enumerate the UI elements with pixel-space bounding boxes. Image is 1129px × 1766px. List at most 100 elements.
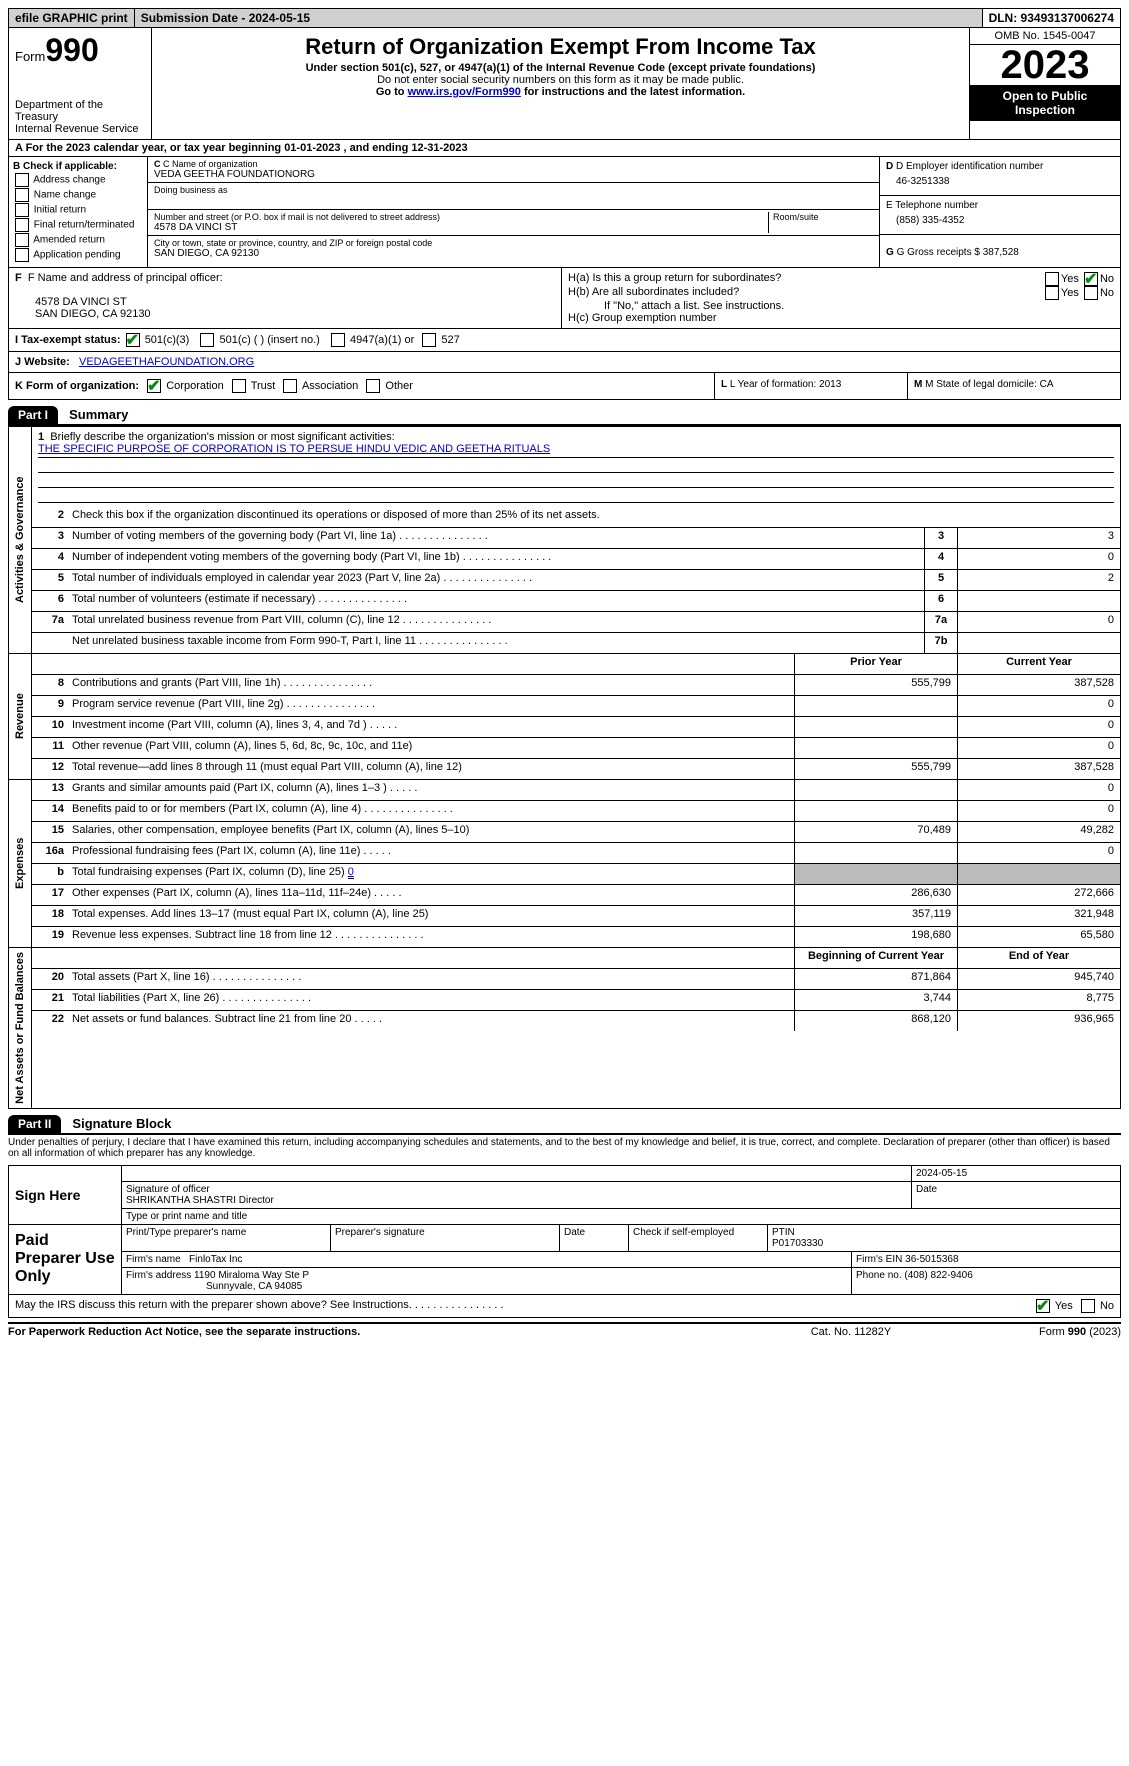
cb-assoc[interactable]	[283, 379, 297, 393]
cb-amended-return[interactable]	[15, 233, 29, 247]
l17: Other expenses (Part IX, column (A), lin…	[68, 885, 794, 905]
header-mid: Return of Organization Exempt From Incom…	[152, 28, 970, 139]
firm-lbl: Firm's name	[126, 1254, 181, 1265]
principal-officer: F F Name and address of principal office…	[9, 268, 562, 328]
row-a-tax-year: A For the 2023 calendar year, or tax yea…	[8, 140, 1121, 157]
form-footer: Form 990 (2023)	[941, 1326, 1121, 1338]
paperwork-notice: For Paperwork Reduction Act Notice, see …	[8, 1326, 761, 1338]
summary-governance: Activities & Governance 1 Briefly descri…	[8, 426, 1121, 654]
sign-here-label: Sign Here	[9, 1166, 122, 1224]
self-emp: Check if self-employed	[629, 1225, 768, 1251]
prep-date-lbl: Date	[560, 1225, 629, 1251]
type-name-lbl: Type or print name and title	[122, 1209, 1120, 1224]
irs-link[interactable]: www.irs.gov/Form990	[408, 86, 521, 98]
cb-other[interactable]	[366, 379, 380, 393]
phone-label: E Telephone number	[886, 200, 978, 211]
ha-yes[interactable]	[1045, 272, 1059, 286]
lbl-amended-return: Amended return	[33, 235, 105, 246]
c9: 0	[957, 696, 1120, 716]
p17: 286,630	[794, 885, 957, 905]
v5: 2	[957, 570, 1120, 590]
col-c-org-info: C C Name of organization VEDA GEETHA FOU…	[148, 157, 879, 267]
p12: 555,799	[794, 759, 957, 779]
c14: 0	[957, 801, 1120, 821]
officer-addr2: SAN DIEGO, CA 92130	[35, 308, 555, 320]
irs: Internal Revenue Service	[15, 123, 145, 135]
cb-501c3[interactable]	[126, 333, 140, 347]
l2: Check this box if the organization disco…	[72, 509, 600, 521]
v7a: 0	[957, 612, 1120, 632]
discuss-no[interactable]	[1081, 1299, 1095, 1313]
e22: 936,965	[957, 1011, 1120, 1031]
tax-exempt-label: I Tax-exempt status:	[15, 334, 121, 346]
v6	[957, 591, 1120, 611]
hc-label: H(c) Group exemption number	[568, 312, 1114, 324]
lbl-final-return: Final return/terminated	[34, 220, 135, 231]
firm-addr2: Sunnyvale, CA 94085	[126, 1281, 302, 1292]
no-lbl: No	[1100, 273, 1114, 285]
col-b-checkboxes: B Check if applicable: Address change Na…	[9, 157, 148, 267]
discuss-text: May the IRS discuss this return with the…	[15, 1299, 1034, 1313]
l16b: Total fundraising expenses (Part IX, col…	[68, 864, 794, 884]
l6: Total number of volunteers (estimate if …	[68, 591, 924, 611]
vtab-netassets: Net Assets or Fund Balances	[9, 948, 32, 1108]
form-subtitle: Under section 501(c), 527, or 4947(a)(1)…	[156, 62, 965, 74]
yes-lbl: Yes	[1061, 273, 1079, 285]
header-right: OMB No. 1545-0047 2023 Open to Public In…	[970, 28, 1120, 139]
l16a: Professional fundraising fees (Part IX, …	[68, 843, 794, 863]
sig-date-lbl: Date	[911, 1182, 1120, 1208]
officer-label: F Name and address of principal officer:	[28, 272, 223, 284]
row-klm: K Form of organization: Corporation Trus…	[8, 373, 1121, 400]
cb-final-return[interactable]	[15, 218, 29, 232]
hb-no[interactable]	[1084, 286, 1098, 300]
p13	[794, 780, 957, 800]
cb-initial-return[interactable]	[15, 203, 29, 217]
dept-treasury: Department of the Treasury	[15, 99, 145, 123]
l16b-val[interactable]: 0	[348, 866, 354, 879]
discuss-yes[interactable]	[1036, 1299, 1050, 1313]
gross-value: 387,528	[983, 247, 1019, 258]
tax-year: 2023	[970, 45, 1120, 85]
cb-4947[interactable]	[331, 333, 345, 347]
cb-app-pending[interactable]	[15, 248, 29, 262]
hdr-prior: Prior Year	[794, 654, 957, 674]
p18: 357,119	[794, 906, 957, 926]
summary-netassets: Net Assets or Fund Balances Beginning of…	[8, 948, 1121, 1109]
ha-no[interactable]	[1084, 272, 1098, 286]
cb-name-change[interactable]	[15, 188, 29, 202]
form-org-label: K Form of organization:	[15, 380, 139, 392]
hb-yes[interactable]	[1045, 286, 1059, 300]
cb-address-change[interactable]	[15, 173, 29, 187]
v7b	[957, 633, 1120, 653]
website-link[interactable]: VEDAGEETHAFOUNDATION.ORG	[79, 356, 254, 368]
header-left: Form990 Department of the Treasury Inter…	[9, 28, 152, 139]
efile-print-btn[interactable]: efile GRAPHIC print	[9, 9, 135, 27]
l20: Total assets (Part X, line 16)	[68, 969, 794, 989]
hb-note: If "No," attach a list. See instructions…	[568, 300, 1114, 312]
penalties-text: Under penalties of perjury, I declare th…	[8, 1135, 1121, 1161]
city-label: City or town, state or province, country…	[154, 238, 873, 248]
b21: 3,744	[794, 990, 957, 1010]
p16a	[794, 843, 957, 863]
trust-lbl: Trust	[251, 380, 276, 392]
l4: Number of independent voting members of …	[68, 549, 924, 569]
firm-name: FinloTax Inc	[189, 1254, 242, 1265]
527-lbl: 527	[441, 334, 459, 346]
cb-corp[interactable]	[147, 379, 161, 393]
cb-527[interactable]	[422, 333, 436, 347]
cb-trust[interactable]	[232, 379, 246, 393]
cb-501c[interactable]	[200, 333, 214, 347]
cat-no: Cat. No. 11282Y	[761, 1326, 941, 1338]
mission-text[interactable]: THE SPECIFIC PURPOSE OF CORPORATION IS T…	[38, 443, 550, 455]
formation-year: 2013	[819, 379, 841, 390]
footer: For Paperwork Reduction Act Notice, see …	[8, 1322, 1121, 1338]
lbl-name-change: Name change	[34, 190, 96, 201]
org-name-label: C Name of organization	[163, 159, 258, 169]
org-name: VEDA GEETHA FOUNDATIONORG	[154, 169, 873, 180]
gross-label: G Gross receipts $	[897, 247, 983, 258]
c18: 321,948	[957, 906, 1120, 926]
part-i-title: Summary	[61, 405, 136, 424]
l7b: Net unrelated business taxable income fr…	[68, 633, 924, 653]
top-bar: efile GRAPHIC print Submission Date - 20…	[8, 8, 1121, 28]
form-word: Form	[15, 49, 45, 64]
